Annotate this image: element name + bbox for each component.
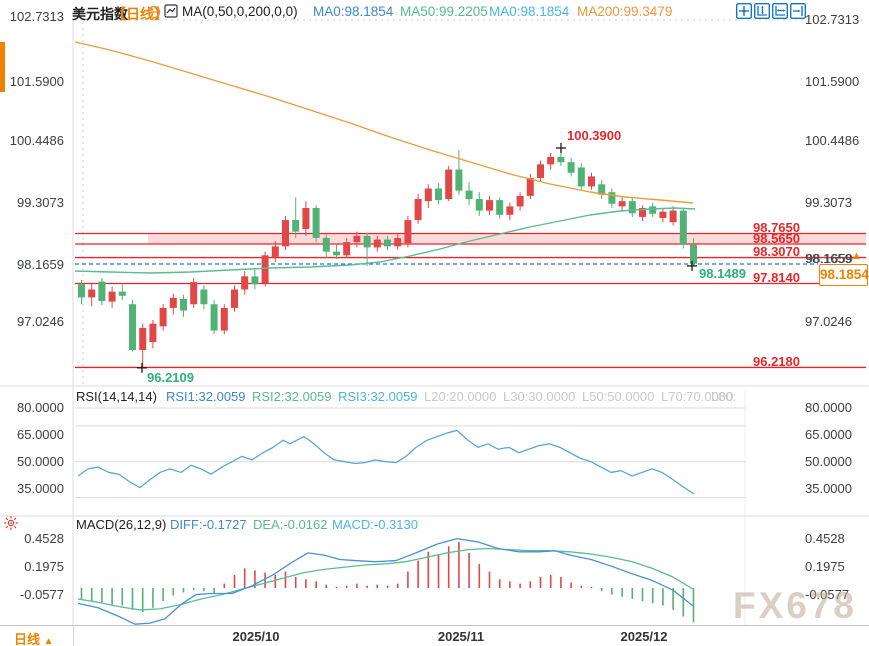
x-axis-scale-icon[interactable] [771,2,789,20]
ma0-value-b: MA0:98.1854 [489,4,570,19]
macd-tick-right: 0.1975 [805,559,845,574]
timeframe-selector[interactable]: 日线 ▲ [14,629,54,646]
price-level-label: 98.7650 [753,220,800,235]
chart-toolbar [735,2,807,20]
rsi-tick-left: 80.0000 [17,400,64,415]
x-axis-date-label: 2025/11 [437,629,485,644]
indicator-chart-icon[interactable] [164,4,178,23]
y-axis-scale-icon[interactable] [753,2,771,20]
rsi-l50-label: L50:50.0000 [582,389,655,404]
macd-settings-label[interactable]: MACD(26,12,9) [76,517,167,532]
y-axis-tick-right: 97.0246 [805,314,852,329]
fx678-watermark: FX678 [733,585,858,626]
macd-tick-left: -0.0577 [19,587,64,602]
price-annotation: 96.2109 [147,370,194,385]
ma200-value: MA200:99.3479 [577,4,673,19]
macd-tick-left: 0.1975 [24,559,64,574]
symbol-title: 美元指数 [72,6,128,22]
axis-last-price: 98.1659 [806,251,853,266]
ma-settings-label[interactable]: MA(0,50,0,200,0,0) [182,4,298,19]
rsi-tick-right: 80.0000 [805,400,852,415]
macd-tick-right: 0.4528 [805,531,845,546]
macd-diff-value: DIFF:-0.1727 [170,517,247,532]
current-price-box[interactable]: 98.1854 [819,264,869,286]
y-axis-tick-left: 101.5900 [9,74,64,89]
shift-right-icon[interactable] [789,2,807,20]
rsi-l70-label: L70:70.0000 [661,389,734,404]
y-axis-tick-right: 99.3073 [805,195,852,210]
macd-dea-value: DEA:-0.0162 [253,517,328,532]
rsi-tick-left: 50.0000 [17,453,64,469]
price-annotation: 98.1489 [699,266,746,281]
price-up-arrow-icon: ▲ [851,250,862,262]
x-axis-date-label: 2025/12 [620,629,668,644]
move-icon[interactable] [735,2,753,20]
left-range-indicator[interactable] [0,42,5,92]
rsi-l30-label: L30:30.0000 [503,389,576,404]
rsi-settings-label[interactable]: RSI(14,14,14) [76,389,157,404]
rsi-tick-left: 35.0000 [17,480,64,496]
price-level-label: 97.8140 [753,270,800,285]
y-axis-tick-left: 99.3073 [17,195,64,210]
price-annotation: 100.3900 [567,128,622,143]
timeframe-caret-icon: ▲ [43,636,54,646]
y-axis-tick-left: 98.1659 [17,257,64,272]
ma50-value: MA50:99.2205 [400,4,488,19]
ma0-value-a: MA0:98.1854 [313,4,394,19]
y-axis-tick-right: 98.1659 [805,251,852,266]
rsi-tick-right: 65.0000 [805,426,852,442]
macd-value: MACD:-0.3130 [332,517,418,532]
rsi-l80-label: L80: [711,389,737,404]
rsi-tick-right: 50.0000 [805,453,852,469]
price-level-label: 96.2180 [753,354,800,369]
y-axis-tick-left: 97.0246 [17,314,64,329]
price-level-label: 98.3070 [753,244,800,259]
rsi3-value: RSI3:32.0059 [338,389,418,404]
x-axis-date-label: 2025/10 [232,629,280,644]
y-axis-tick-right: 101.5900 [805,74,860,89]
y-axis-tick-right: 100.4486 [805,133,860,148]
bottom-divider [73,626,74,646]
macd-tick-left: 0.4528 [24,531,64,546]
rsi-tick-left: 65.0000 [17,426,64,442]
y-axis-tick-right: 102.7313 [805,12,860,27]
indicator-settings-sun-icon[interactable] [3,515,19,536]
price-level-label: 98.5650 [753,231,800,246]
macd-tick-right: -0.0577 [805,587,850,602]
time-axis-bar [0,625,869,646]
rsi1-value: RSI1:32.0059 [166,389,246,404]
y-axis-tick-left: 100.4486 [9,133,64,148]
rsi-l20-label: L20:20.0000 [424,389,497,404]
timeframe-label: 日线 [14,632,41,646]
y-axis-tick-left: 102.7313 [9,9,64,24]
rsi2-value: RSI2:32.0059 [252,389,332,404]
rsi-tick-right: 35.0000 [805,480,852,496]
collapse-indicator-icon[interactable] [147,5,161,24]
